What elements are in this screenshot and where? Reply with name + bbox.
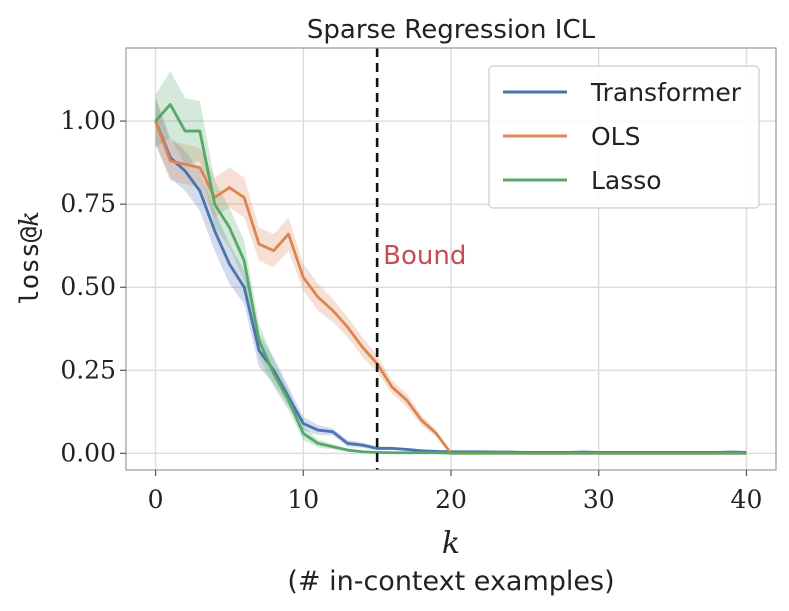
y-axis-label-text: loss@ — [15, 227, 45, 305]
bound-label: Bound — [383, 241, 466, 271]
x-tick-label: 40 — [731, 485, 763, 514]
x-axis-sublabel: (# in-context examples) — [287, 566, 614, 597]
bound-marker: Bound — [375, 48, 466, 470]
x-tick-label: 0 — [148, 485, 164, 514]
ols-legend-label: OLS — [591, 122, 640, 151]
y-axis-label-var: k — [15, 211, 45, 227]
series-lines — [154, 103, 747, 455]
transformer-legend-label: Transformer — [590, 78, 742, 107]
x-axis-label: k — [442, 526, 460, 561]
lasso-legend-label: Lasso — [591, 166, 662, 195]
axis-ticks: 0 10 20 30 40 0.00 0.25 0.50 0.75 1.00 — [60, 106, 762, 514]
x-tick-label: 30 — [583, 485, 615, 514]
y-tick-label: 0.50 — [60, 272, 116, 301]
y-tick-label: 0.75 — [60, 189, 116, 218]
y-tick-label: 0.00 — [60, 438, 116, 467]
x-tick-label: 10 — [287, 485, 319, 514]
lasso-line — [154, 103, 747, 455]
legend-box — [488, 65, 760, 209]
y-tick-label: 1.00 — [60, 106, 116, 135]
y-tick-label: 0.25 — [60, 355, 116, 384]
chart-title: Sparse Regression ICL — [307, 15, 596, 45]
x-tick-label: 20 — [435, 485, 467, 514]
y-axis-label: loss@k — [15, 211, 45, 305]
legend: Transformer OLS Lasso — [488, 65, 760, 209]
